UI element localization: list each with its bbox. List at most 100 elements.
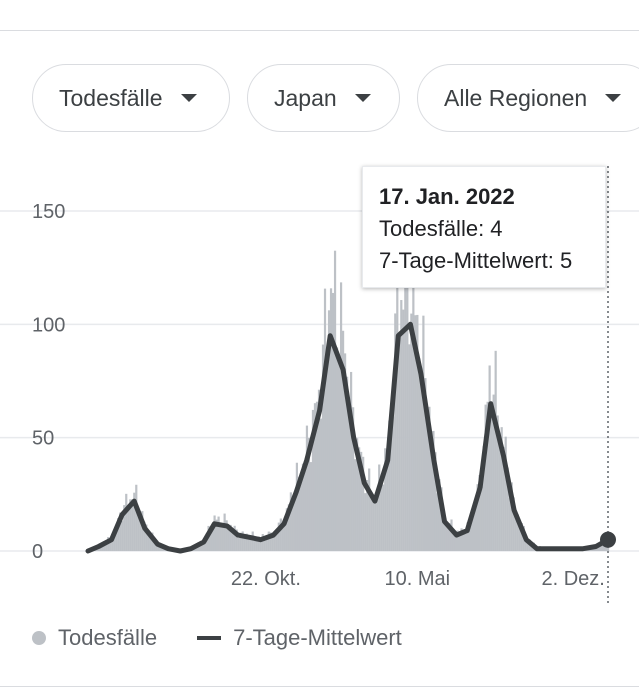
daily-deaths-bar	[596, 546, 600, 551]
daily-deaths-bar	[424, 378, 427, 551]
daily-deaths-bar	[133, 492, 136, 551]
daily-deaths-bar	[141, 511, 144, 551]
daily-deaths-bar	[139, 517, 142, 551]
region-dropdown-label: Alle Regionen	[444, 84, 588, 111]
daily-deaths-bar	[243, 534, 246, 551]
daily-deaths-bar	[265, 539, 268, 551]
daily-deaths-bar	[137, 510, 140, 551]
daily-deaths-bar	[410, 313, 413, 551]
daily-deaths-bar	[524, 538, 527, 551]
daily-deaths-bar	[331, 292, 335, 551]
daily-deaths-bar	[368, 468, 371, 551]
daily-deaths-bar	[257, 536, 260, 551]
daily-deaths-bar	[199, 542, 202, 551]
daily-deaths-bar	[432, 430, 435, 551]
daily-deaths-bar	[261, 534, 264, 551]
daily-deaths-bar	[327, 310, 331, 551]
daily-deaths-bar	[474, 504, 477, 551]
top-divider	[0, 30, 639, 31]
daily-deaths-bar	[325, 353, 329, 551]
daily-deaths-bar	[442, 512, 445, 551]
daily-deaths-bar	[211, 525, 214, 551]
daily-deaths-bar	[291, 504, 294, 551]
daily-deaths-bar	[482, 446, 485, 551]
daily-deaths-bar	[217, 516, 220, 551]
deaths-chart[interactable]: 0 50 100 150 22. Okt. 10. Mai 2. Dez.	[0, 0, 639, 610]
daily-deaths-bar	[305, 425, 309, 551]
daily-deaths-bar	[470, 518, 473, 551]
daily-deaths-bar	[358, 447, 361, 551]
daily-deaths-bar	[231, 529, 234, 551]
bottom-divider	[0, 686, 639, 687]
daily-deaths-bar	[101, 544, 104, 551]
daily-deaths-bar	[602, 543, 606, 551]
daily-deaths-bar	[514, 511, 517, 551]
daily-deaths-bar	[315, 401, 319, 551]
daily-deaths-bar	[380, 480, 383, 551]
daily-deaths-bar	[438, 479, 441, 551]
daily-deaths-bar	[348, 414, 351, 551]
daily-deaths-bar	[227, 526, 230, 551]
daily-deaths-bar	[337, 360, 341, 551]
legend-daily-swatch	[32, 631, 46, 645]
daily-deaths-bar	[203, 540, 206, 551]
daily-deaths-bar	[460, 528, 463, 551]
daily-deaths-bar	[221, 526, 224, 551]
daily-deaths-bar	[239, 532, 242, 551]
daily-deaths-bar	[422, 315, 425, 551]
daily-deaths-bar	[492, 394, 495, 551]
daily-deaths-bar	[364, 493, 367, 551]
daily-deaths-bar	[506, 467, 509, 551]
daily-deaths-bar	[448, 523, 451, 551]
daily-deaths-bar	[235, 529, 238, 551]
daily-deaths-bar	[434, 452, 437, 551]
daily-deaths-bar	[281, 527, 284, 551]
daily-deaths-bar	[313, 403, 317, 551]
daily-deaths-bar	[153, 537, 156, 551]
caret-down-icon	[354, 94, 371, 102]
daily-deaths-bar	[418, 358, 421, 551]
daily-deaths-bar	[362, 456, 365, 551]
daily-deaths-bars	[87, 236, 610, 551]
daily-deaths-bar	[317, 389, 321, 551]
daily-deaths-bar	[151, 532, 154, 551]
daily-deaths-bar	[341, 330, 345, 551]
daily-deaths-bar	[275, 532, 278, 551]
daily-deaths-bar	[502, 446, 505, 551]
metric-dropdown[interactable]: Todesfälle	[32, 64, 230, 132]
daily-deaths-bar	[279, 518, 282, 551]
daily-deaths-bar	[125, 493, 128, 551]
daily-deaths-bar	[253, 537, 256, 551]
daily-deaths-bar	[269, 532, 272, 551]
daily-deaths-bar	[321, 344, 325, 551]
daily-deaths-bar	[259, 537, 262, 551]
daily-deaths-bar	[309, 462, 313, 551]
region-dropdown[interactable]: Alle Regionen	[417, 64, 639, 132]
daily-deaths-bar	[436, 493, 439, 551]
legend-daily-label: Todesfälle	[58, 625, 158, 650]
country-dropdown-label: Japan	[274, 84, 337, 111]
daily-deaths-bar	[157, 544, 160, 551]
daily-deaths-bar	[398, 339, 401, 551]
daily-deaths-bar	[225, 520, 228, 551]
caret-down-icon	[180, 94, 197, 102]
daily-deaths-bar	[297, 476, 301, 551]
daily-deaths-bar	[412, 254, 415, 551]
daily-deaths-bar	[500, 427, 503, 551]
daily-deaths-bar	[508, 497, 511, 551]
daily-deaths-bar	[255, 538, 258, 551]
daily-deaths-bar	[478, 474, 481, 551]
daily-deaths-bar	[352, 407, 355, 551]
daily-deaths-bar	[319, 418, 323, 551]
country-dropdown[interactable]: Japan	[247, 64, 400, 132]
daily-deaths-bar	[516, 514, 519, 551]
daily-deaths-bar	[376, 493, 379, 551]
y-tick-label: 100	[32, 314, 65, 336]
daily-deaths-bar	[329, 288, 333, 551]
daily-deaths-bar	[303, 463, 307, 551]
daily-deaths-bar	[520, 523, 523, 551]
daily-deaths-bar	[374, 501, 377, 551]
daily-deaths-bar	[408, 344, 411, 551]
filter-bar: Todesfälle Japan Alle Regionen	[0, 64, 639, 136]
y-tick-label: 0	[32, 541, 43, 563]
